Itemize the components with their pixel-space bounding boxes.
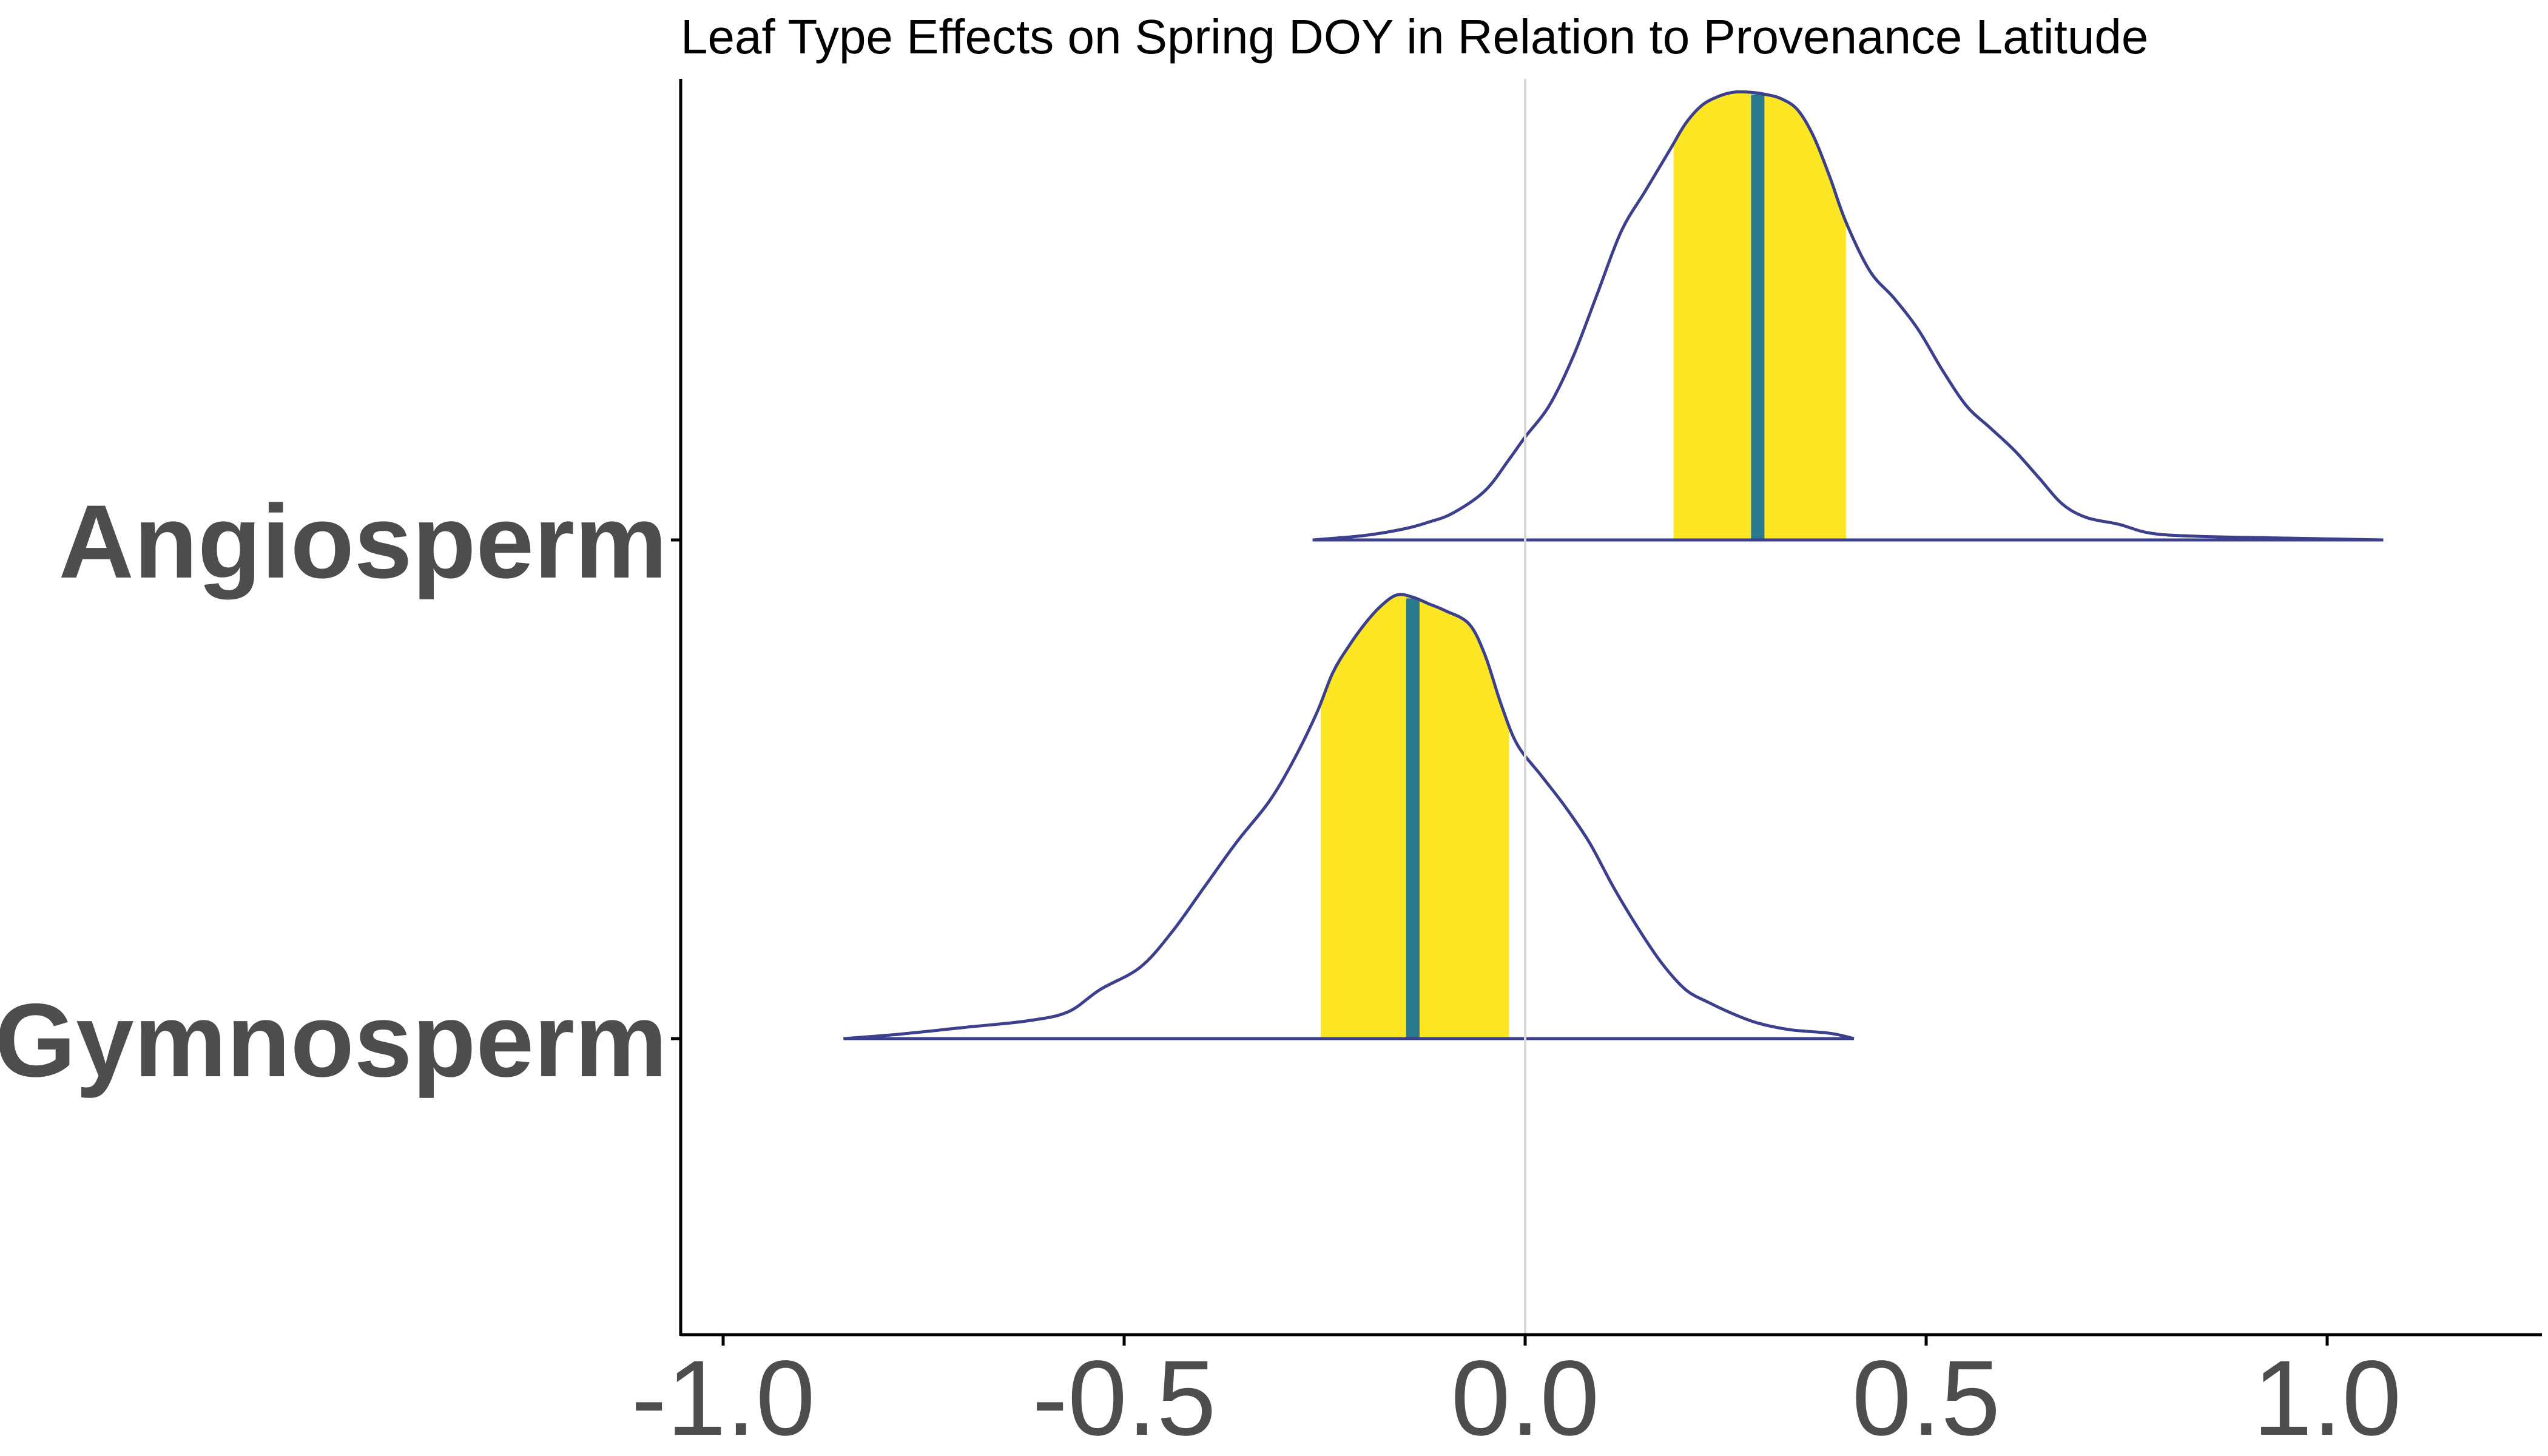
axes-layer: Angiosperm Gymnosperm -1.0 -0.5 0.0 0.5 1.0 xyxy=(0,79,2542,1456)
x-tick-label: 0.5 xyxy=(1852,1339,2001,1456)
chart-title: Leaf Type Effects on Spring DOY in Relat… xyxy=(681,10,2148,64)
ridge-layer xyxy=(843,90,2384,1040)
density-curve-angiosperm xyxy=(1312,90,2384,542)
x-tick-label: -1.0 xyxy=(631,1339,815,1456)
x-tick-label: 0.0 xyxy=(1451,1339,1600,1456)
x-tick-label: 1.0 xyxy=(2253,1339,2402,1456)
y-category-label-gymnosperm: Gymnosperm xyxy=(0,982,667,1099)
ridge-gymnosperm xyxy=(843,593,1855,1040)
y-category-label-angiosperm: Angiosperm xyxy=(59,484,667,600)
density-curve-gymnosperm xyxy=(843,593,1855,1040)
ridge-angiosperm xyxy=(1312,90,2384,542)
x-tick-label: -0.5 xyxy=(1032,1339,1216,1456)
